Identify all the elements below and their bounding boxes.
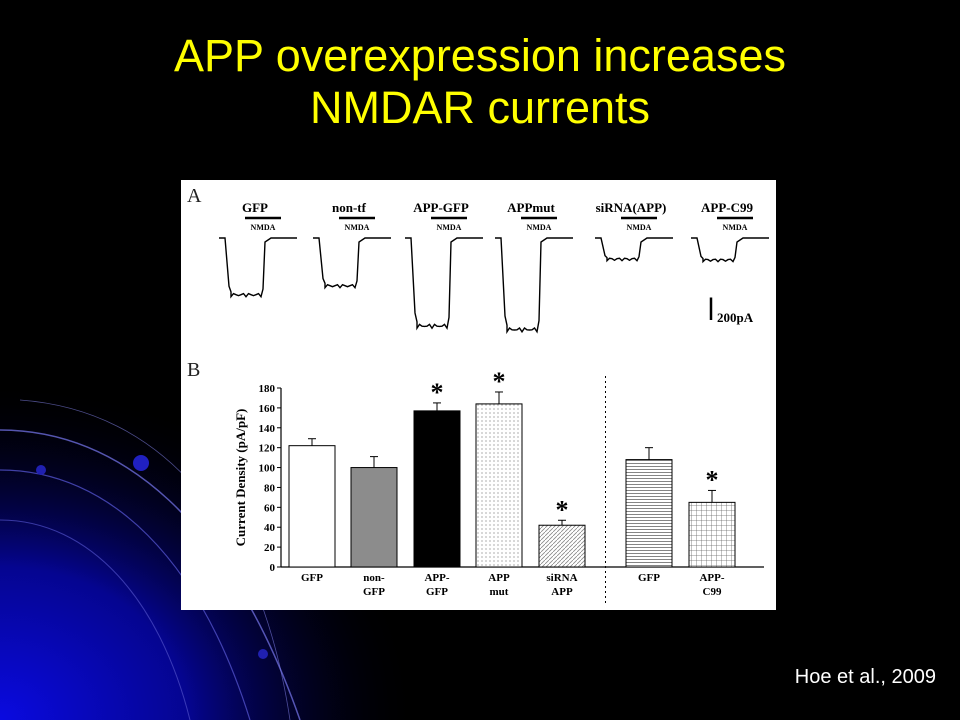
bar	[413, 410, 461, 568]
significance-marker: *	[706, 465, 719, 494]
current-trace	[405, 237, 483, 331]
bar	[625, 459, 673, 568]
panel-a-label: A	[187, 185, 202, 207]
x-tick-label: non-GFP	[363, 572, 385, 598]
current-trace	[313, 237, 391, 290]
bar	[538, 524, 586, 568]
current-trace	[691, 237, 769, 264]
bar	[688, 501, 736, 568]
stimulus-label: NMDA	[527, 223, 552, 232]
trace-label: siRNA(APP)	[596, 200, 667, 215]
stimulus-label: NMDA	[251, 223, 276, 232]
citation: Hoe et al., 2009	[794, 666, 936, 688]
y-tick-label: 20	[264, 542, 276, 554]
y-tick-label: 160	[259, 403, 276, 415]
trace-3: APP-GFP NMDA	[405, 200, 483, 331]
y-tick-label: 0	[270, 562, 276, 574]
x-tick-label: GFP	[638, 572, 660, 584]
x-tick-label: siRNA APP	[546, 572, 577, 598]
current-trace	[219, 237, 297, 299]
trace-label: APP-GFP	[413, 200, 469, 215]
panel-b-label: B	[187, 359, 200, 381]
significance-marker: *	[431, 378, 444, 407]
x-tick-label: APP mut	[488, 572, 510, 598]
current-trace	[595, 237, 673, 263]
slide-title-line-2: NMDAR currents	[309, 82, 651, 133]
trace-2: non-tf NMDA	[313, 200, 391, 290]
y-tick-label: 60	[264, 502, 276, 514]
trace-label: APPmut	[507, 200, 555, 215]
bar	[350, 467, 398, 568]
x-tick-label: GFP	[301, 572, 323, 584]
y-tick-label: 100	[259, 463, 276, 475]
y-tick-label: 120	[259, 443, 276, 455]
y-tick-label: 140	[259, 423, 276, 435]
y-axis-title: Current Density (pA/pF)	[233, 409, 248, 547]
stimulus-label: NMDA	[723, 223, 748, 232]
slide-title: APP overexpression increases NMDAR curre…	[0, 30, 960, 134]
panel-a-traces: A GFP NMDA non-tf NMDA APP-GFP NMDA APPmut NMDA…	[187, 185, 769, 335]
stimulus-label: NMDA	[437, 223, 462, 232]
stimulus-label: NMDA	[627, 223, 652, 232]
current-trace	[495, 237, 573, 335]
scale-bar-label: 200pA	[717, 310, 754, 325]
x-tick-label: APP-GFP	[424, 572, 449, 598]
significance-marker: *	[493, 367, 506, 396]
y-tick-label: 40	[264, 522, 276, 534]
figure-panel: A GFP NMDA non-tf NMDA APP-GFP NMDA APPmut NMDA…	[181, 180, 776, 610]
significance-marker: *	[556, 495, 569, 524]
trace-1: GFP NMDA	[219, 200, 297, 299]
trace-5: siRNA(APP) NMDA	[595, 200, 673, 263]
x-tick-label: APP-C99	[699, 572, 724, 598]
y-tick-label: 180	[259, 383, 276, 395]
trace-label: APP-C99	[701, 200, 753, 215]
trace-label: non-tf	[332, 200, 367, 215]
scale-bar: 200pA	[709, 297, 754, 325]
y-tick-label: 80	[264, 482, 276, 494]
bar-chart: Current Density (pA/pF) 0 20 40 60 80 100 120 14…	[233, 367, 764, 603]
slide-title-line-1: APP overexpression increases	[174, 30, 786, 81]
trace-4: APPmut NMDA	[495, 200, 573, 335]
trace-6: APP-C99 NMDA	[691, 200, 769, 264]
bar	[475, 403, 523, 568]
trace-label: GFP	[242, 200, 268, 215]
bar	[288, 445, 336, 568]
stimulus-label: NMDA	[345, 223, 370, 232]
